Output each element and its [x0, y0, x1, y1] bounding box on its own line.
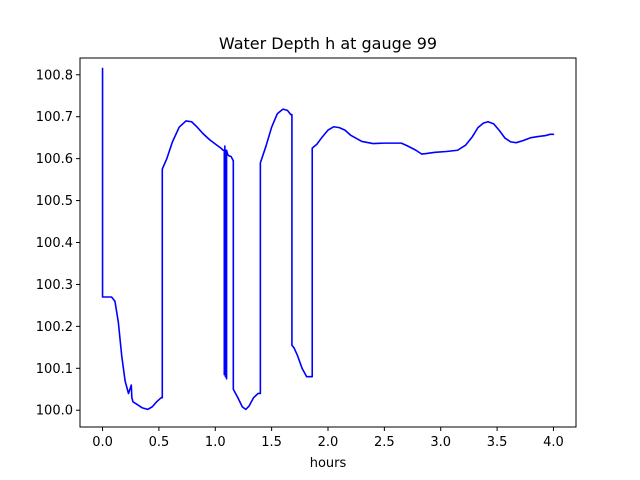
x-tick-label: 0.0	[92, 435, 113, 450]
y-axis: 100.0 100.1 100.2 100.3 100.4 100.5 100.6 100.7…	[36, 68, 80, 419]
y-tick-label: 100.0	[36, 404, 73, 419]
y-tick-label: 100.2	[36, 320, 73, 335]
x-axis-label: hours	[310, 456, 347, 471]
x-tick-label: 1.5	[261, 435, 282, 450]
x-tick-label: 0.5	[149, 435, 170, 450]
x-tick-label: 4.0	[543, 435, 564, 450]
plot-frame	[79, 57, 577, 428]
y-tick-label: 100.1	[36, 362, 73, 377]
plot-series	[101, 67, 555, 411]
y-tick-label: 100.6	[36, 152, 73, 167]
y-tick-label: 100.7	[36, 110, 73, 125]
x-tick-label: 3.0	[430, 435, 451, 450]
y-tick-label: 100.8	[36, 68, 73, 83]
x-tick-label: 2.0	[318, 435, 339, 450]
series-line	[101, 67, 555, 411]
x-tick-label: 3.5	[487, 435, 508, 450]
y-tick-label: 100.3	[36, 278, 73, 293]
x-tick-label: 2.5	[374, 435, 395, 450]
x-tick-label: 1.0	[205, 435, 226, 450]
x-axis: 0.0 0.5 1.0 1.5 2.0 2.5 3.0 3.5 4.0	[92, 427, 564, 450]
chart-title: Water Depth h at gauge 99	[219, 34, 437, 53]
y-tick-label: 100.4	[36, 236, 73, 251]
y-tick-label: 100.5	[36, 194, 73, 209]
